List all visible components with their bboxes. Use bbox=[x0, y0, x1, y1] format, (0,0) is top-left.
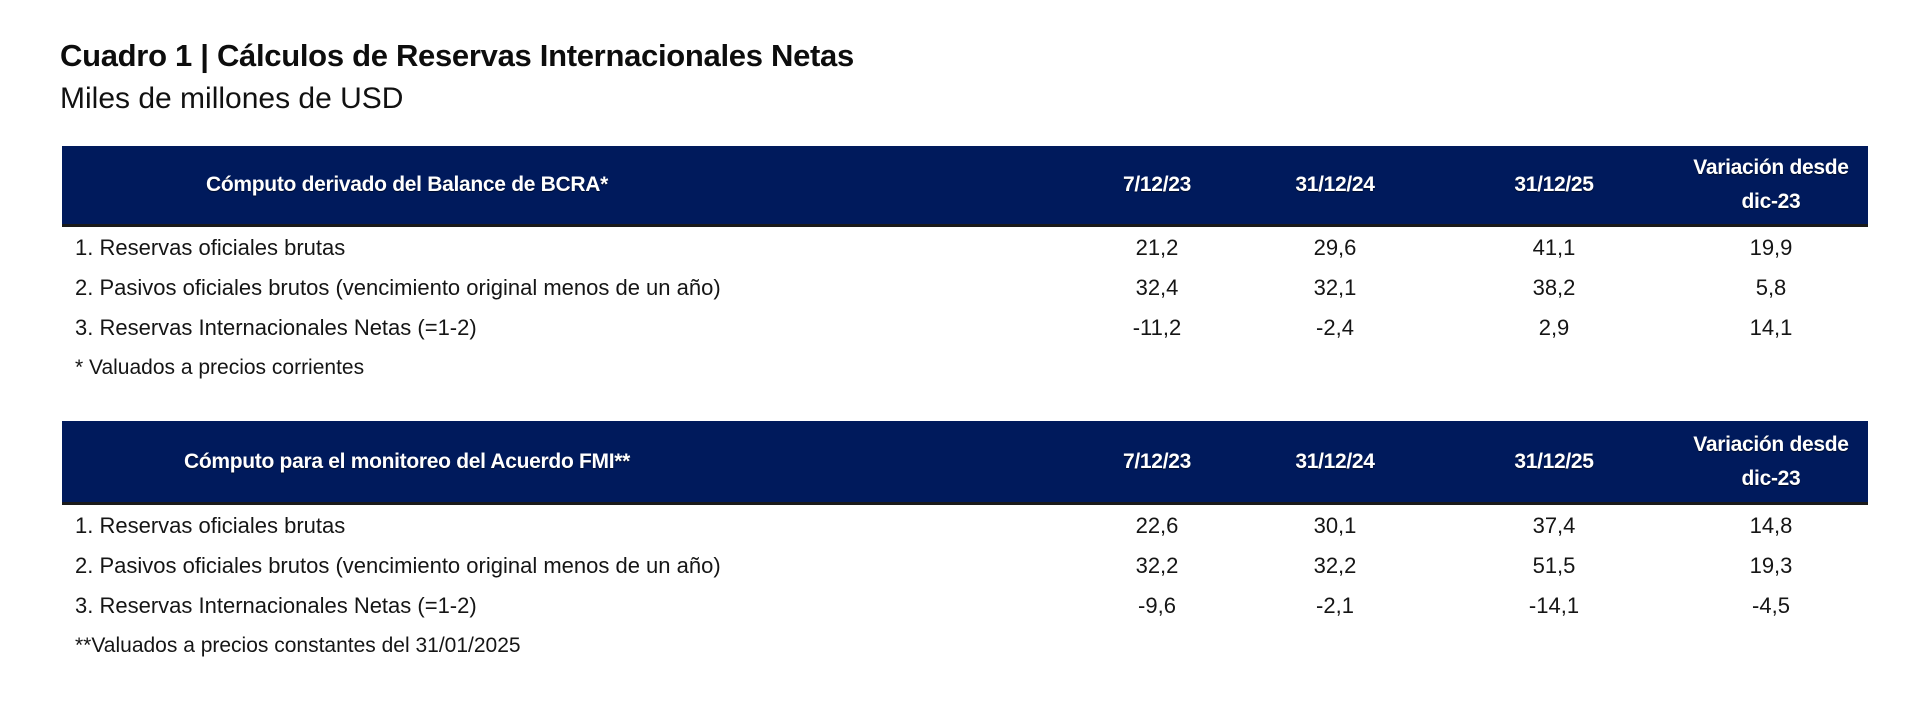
row-value: -4,5 bbox=[1752, 593, 1790, 618]
header-variation-line1: Variación desde bbox=[1693, 156, 1849, 179]
row-value: -11,2 bbox=[1132, 315, 1182, 340]
row-value: 5,8 bbox=[1755, 275, 1787, 300]
header-date-1: 7/12/23 bbox=[1123, 173, 1191, 196]
header-variation: Variación desde dic-23 bbox=[1674, 146, 1868, 224]
row-value: -9,6 bbox=[1138, 593, 1176, 618]
row-value: 14,8 bbox=[1749, 513, 1793, 538]
table-bcra-balance: Cómputo derivado del Balance de BCRA* 7/… bbox=[62, 146, 1868, 388]
header-date-1: 7/12/23 bbox=[1123, 449, 1191, 473]
row-value: 19,9 bbox=[1749, 235, 1793, 260]
table-row: 1. Reservas oficiales brutas 21,2 29,6 4… bbox=[62, 228, 1868, 268]
row-value: 14,1 bbox=[1749, 315, 1793, 340]
header-variation-line1: Variación desde bbox=[1693, 432, 1849, 456]
row-value: 30,1 bbox=[1313, 513, 1357, 538]
header-date-3: 31/12/25 bbox=[1514, 449, 1594, 473]
footnote: **Valuados a precios constantes del 31/0… bbox=[75, 634, 521, 657]
table-header: Cómputo derivado del Balance de BCRA* 7/… bbox=[62, 146, 1868, 227]
table-header: Cómputo para el monitoreo del Acuerdo FM… bbox=[62, 421, 1868, 505]
row-value: 32,2 bbox=[1135, 553, 1179, 578]
row-value: 29,6 bbox=[1313, 235, 1357, 260]
row-label: 3. Reservas Internacionales Netas (=1-2) bbox=[75, 315, 477, 340]
row-value: 22,6 bbox=[1135, 513, 1179, 538]
row-value: -2,1 bbox=[1316, 593, 1354, 618]
header-variation-line2: dic-23 bbox=[1741, 466, 1801, 490]
header-date-2: 31/12/24 bbox=[1295, 449, 1375, 473]
table-imf-monitoring: Cómputo para el monitoreo del Acuerdo FM… bbox=[62, 421, 1868, 666]
header-label: Cómputo para el monitoreo del Acuerdo FM… bbox=[183, 449, 631, 473]
row-value: 32,2 bbox=[1313, 553, 1357, 578]
row-label: 1. Reservas oficiales brutas bbox=[75, 235, 346, 260]
row-value: 21,2 bbox=[1135, 235, 1179, 260]
row-value: 51,5 bbox=[1532, 553, 1576, 578]
table-row: 2. Pasivos oficiales brutos (vencimiento… bbox=[62, 268, 1868, 308]
footnote: * Valuados a precios corrientes bbox=[75, 356, 365, 379]
table-row: 3. Reservas Internacionales Netas (=1-2)… bbox=[62, 308, 1868, 348]
row-label: 1. Reservas oficiales brutas bbox=[75, 513, 346, 538]
row-value: 32,1 bbox=[1313, 275, 1357, 300]
row-value: -14,1 bbox=[1528, 593, 1580, 618]
table-row: 2. Pasivos oficiales brutos (vencimiento… bbox=[62, 546, 1868, 586]
document-subtitle: Miles de millones de USD bbox=[60, 82, 404, 115]
table-row: 3. Reservas Internacionales Netas (=1-2)… bbox=[62, 586, 1868, 626]
header-date-3: 31/12/25 bbox=[1514, 173, 1594, 196]
row-value: -2,4 bbox=[1316, 315, 1354, 340]
row-label: 2. Pasivos oficiales brutos (vencimiento… bbox=[75, 553, 721, 578]
table-row: 1. Reservas oficiales brutas 22,6 30,1 3… bbox=[62, 506, 1868, 546]
header-label: Cómputo derivado del Balance de BCRA* bbox=[206, 173, 608, 196]
header-variation: Variación desde dic-23 bbox=[1674, 421, 1868, 502]
row-label: 2. Pasivos oficiales brutos (vencimiento… bbox=[75, 275, 721, 300]
row-value: 41,1 bbox=[1532, 235, 1576, 260]
header-date-2: 31/12/24 bbox=[1295, 173, 1375, 196]
row-label: 3. Reservas Internacionales Netas (=1-2) bbox=[75, 593, 477, 618]
row-value: 32,4 bbox=[1135, 275, 1179, 300]
header-variation-line2: dic-23 bbox=[1741, 190, 1801, 213]
row-value: 38,2 bbox=[1532, 275, 1576, 300]
row-value: 37,4 bbox=[1532, 513, 1576, 538]
row-value: 19,3 bbox=[1749, 553, 1793, 578]
document-title: Cuadro 1 | Cálculos de Reservas Internac… bbox=[60, 38, 854, 73]
row-value: 2,9 bbox=[1538, 315, 1570, 340]
